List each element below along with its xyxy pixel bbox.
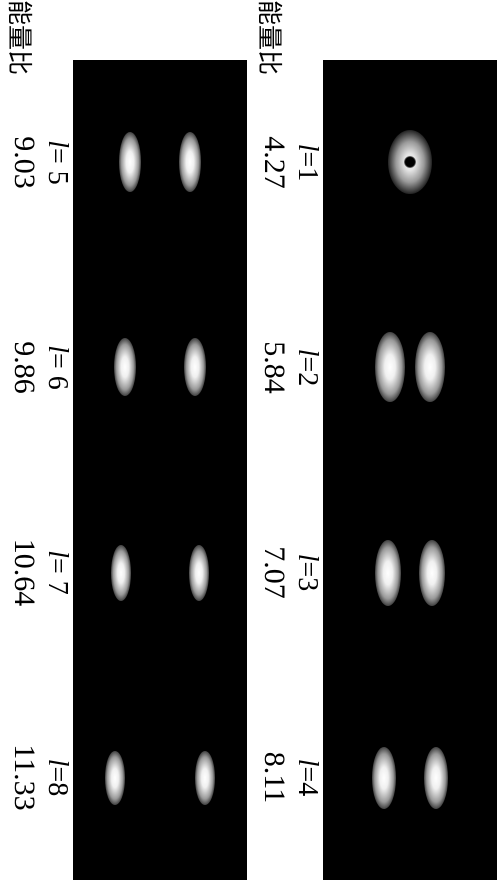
label-l3: l=3 7.07 (253, 470, 323, 675)
figure-root: 能量比 (0, 0, 501, 880)
panel-l5-lobes (119, 132, 201, 192)
row-1-panels (325, 60, 495, 880)
l6-label: l= 6 (41, 345, 73, 390)
panel-l7-lobe-bot (111, 545, 131, 601)
panel-l2-lobe-top (415, 332, 445, 402)
l6-label-text: = 6 (42, 353, 73, 390)
row-2-caption: 能量比 (3, 0, 39, 60)
label-l2: l=2 5.84 (253, 265, 323, 470)
l3-label: l=3 (291, 554, 323, 592)
figure-inner: 能量比 (0, 0, 501, 880)
panel-l3-lobe-top (419, 540, 445, 606)
panel-l2 (325, 266, 495, 472)
panel-l4-lobe-top (424, 747, 448, 809)
panel-l8-lobe-bot (105, 751, 125, 805)
label-l7: l= 7 10.64 (3, 470, 73, 675)
panel-l5-lobe-bot (119, 132, 141, 192)
panel-l3-lobes (375, 540, 445, 606)
panel-l2-lobe-bot (375, 332, 405, 402)
panel-l1-lobe (388, 130, 432, 194)
l1-label-text: =1 (292, 151, 323, 181)
label-l6: l= 6 9.86 (3, 265, 73, 470)
l2-label: l=2 (291, 349, 323, 387)
l8-label-text: =8 (42, 766, 73, 796)
l8-label: l=8 (41, 759, 73, 797)
panel-l3 (325, 471, 495, 677)
panel-l7-lobes (111, 545, 209, 601)
label-l4: l=4 8.11 (253, 675, 323, 880)
l1-label: l=1 (291, 144, 323, 182)
panel-l6 (75, 266, 245, 472)
row-1-labels: l=1 4.27 l=2 5.84 l=3 7.07 l=4 8.11 (253, 60, 323, 880)
row-1: 能量比 (251, 0, 501, 880)
panel-l7-lobe-top (189, 545, 209, 601)
l3-ratio: 7.07 (256, 546, 291, 599)
l3-label-text: =3 (292, 561, 323, 591)
l4-label-text: =4 (292, 766, 323, 796)
panel-l6-lobe-top (184, 338, 206, 396)
panel-l1 (325, 60, 495, 266)
panel-l8 (75, 677, 245, 880)
l2-ratio: 5.84 (256, 341, 291, 394)
panel-l4-lobes (372, 747, 448, 809)
panel-l3-lobe-bot (375, 540, 401, 606)
l5-ratio: 9.03 (6, 136, 41, 189)
panel-l1-lobes (388, 130, 432, 194)
l4-ratio: 8.11 (256, 752, 291, 803)
l6-ratio: 9.86 (6, 341, 41, 394)
panel-l6-lobes (114, 338, 206, 396)
l5-label-text: = 5 (42, 148, 73, 185)
l8-ratio: 11.33 (6, 744, 41, 810)
row-1-caption: 能量比 (253, 0, 289, 60)
l7-label-text: = 7 (42, 558, 73, 595)
panel-l5 (75, 60, 245, 266)
label-l5: l= 5 9.03 (3, 60, 73, 265)
panel-l6-lobe-bot (114, 338, 136, 396)
panel-l4 (325, 677, 495, 880)
l4-label: l=4 (291, 759, 323, 797)
row-2: 能量比 (0, 0, 251, 880)
l7-label: l= 7 (41, 550, 73, 595)
l7-ratio: 10.64 (6, 539, 41, 607)
panel-l4-lobe-bot (372, 747, 396, 809)
panel-l8-lobe-top (195, 751, 215, 805)
panel-l2-lobes (375, 332, 445, 402)
panel-l7 (75, 471, 245, 677)
row-2-labels: l= 5 9.03 l= 6 9.86 l= 7 10.64 l=8 11.33 (3, 60, 73, 880)
panel-l8-lobes (105, 751, 215, 805)
label-l8: l=8 11.33 (3, 675, 73, 880)
row-2-panels (75, 60, 245, 880)
label-l1: l=1 4.27 (253, 60, 323, 265)
panel-l5-lobe-top (179, 132, 201, 192)
l2-label-text: =2 (292, 356, 323, 386)
l1-ratio: 4.27 (256, 136, 291, 189)
l5-label: l= 5 (41, 140, 73, 185)
